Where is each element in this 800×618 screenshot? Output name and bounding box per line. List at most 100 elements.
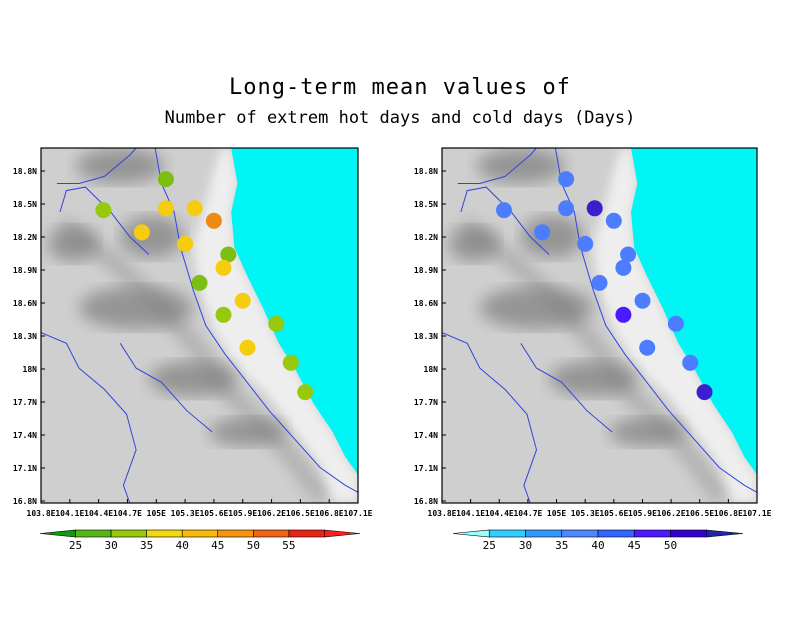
station-marker: [186, 200, 203, 217]
map-frame: [441, 147, 758, 504]
lat-tick-label: 16.8N: [414, 497, 438, 506]
station-marker: [215, 306, 232, 323]
lon-tick-label: 104.7E: [113, 509, 142, 518]
lon-tick-label: 105.9E: [228, 509, 257, 518]
station-marker: [620, 246, 637, 263]
lat-tick-label: 17.4N: [13, 431, 37, 440]
lon-tick-label: 104.4E: [485, 509, 514, 518]
lat-tick-label: 18.5N: [414, 200, 438, 209]
colorbar-swatch: [288, 529, 325, 538]
lat-tick-label: 18.9N: [414, 266, 438, 275]
station-marker: [639, 339, 656, 356]
sea-area: [231, 148, 358, 475]
lon-tick-label: 105.9E: [628, 509, 657, 518]
station-marker: [496, 202, 512, 219]
colorbar-label: 45: [211, 539, 224, 552]
station-marker: [205, 212, 222, 229]
colorbar-label: 30: [519, 539, 532, 552]
lat-tick-label: 18.5N: [13, 200, 37, 209]
colorbar-max-arrow: [324, 529, 361, 538]
colorbar-swatch: [670, 529, 708, 538]
coastal-plain: [593, 148, 757, 503]
lat-tick-label: 18N: [424, 365, 439, 374]
mountain-shade: [476, 148, 565, 184]
station-marker: [534, 224, 551, 241]
station-marker: [268, 315, 285, 332]
lat-tick-label: 18.3N: [13, 332, 37, 341]
station-marker: [682, 354, 699, 371]
station-marker: [191, 274, 208, 291]
lon-tick-label: 106.5E: [685, 509, 714, 518]
colorbar-swatch: [217, 529, 254, 538]
lat-tick-label: 17.1N: [13, 464, 37, 473]
mountain-shade: [120, 215, 184, 259]
lat-tick-label: 18.3N: [414, 332, 438, 341]
colorbar-label: 55: [282, 539, 295, 552]
colorbar-swatch: [75, 529, 112, 538]
lon-tick-label: 105.6E: [599, 509, 628, 518]
colorbar-min-arrow: [39, 529, 76, 538]
station-marker: [157, 200, 174, 217]
cold-days-map: 18.8N 18.5N 18.2N 18.9N 18.6N 18.3N 18N 17.7N 17…: [414, 147, 772, 518]
river-line: [56, 148, 137, 184]
colorbar-label: 45: [628, 539, 641, 552]
lat-tick-label: 18.2N: [414, 233, 438, 242]
station-marker: [282, 354, 299, 371]
colorbar-max-arrow: [706, 529, 744, 538]
lon-tick-label: 105.3E: [571, 509, 600, 518]
colorbar-label: 40: [176, 539, 189, 552]
lat-tick-label: 16.8N: [13, 497, 37, 506]
colorbar-label: 50: [664, 539, 677, 552]
colorbar-swatch: [181, 529, 219, 538]
lon-tick-label: 106.2E: [657, 509, 686, 518]
station-marker: [615, 259, 632, 276]
colorbar-label: 25: [483, 539, 496, 552]
colorbar-min-arrow: [452, 529, 490, 538]
lon-tick-label: 104.7E: [513, 509, 542, 518]
lat-tick-label: 18.6N: [414, 299, 438, 308]
hot-days-colorbar: 25 30 35 40 45 50 55: [39, 529, 361, 552]
map-plot-area: [442, 148, 757, 503]
station-marker: [297, 384, 314, 401]
colorbar-label: 35: [140, 539, 153, 552]
lon-tick-label: 105.3E: [171, 509, 200, 518]
lon-tick-label: 105E: [147, 509, 166, 518]
hot-days-map: 18.8N 18.5N 18.2N 18.9N 18.6N 18.3N 18N 17.7N 17…: [13, 147, 373, 518]
title-line-1: Long-term mean values of: [229, 75, 571, 100]
lat-tick-label: 17.7N: [414, 398, 438, 407]
lon-tick-label: 107.1E: [344, 509, 373, 518]
station-marker: [577, 235, 594, 252]
colorbar-swatch: [253, 529, 290, 538]
lon-tick-label: 104.1E: [55, 509, 84, 518]
station-marker: [591, 274, 608, 291]
colorbar-label: 30: [104, 539, 117, 552]
lat-tick-label: 18.8N: [13, 167, 37, 176]
lon-tick-label: 106.8E: [315, 509, 344, 518]
map-frame: [40, 147, 359, 504]
lon-tick-label: 106.8E: [714, 509, 743, 518]
lon-tick-label: 104.1E: [456, 509, 485, 518]
station-marker: [133, 224, 150, 241]
colorbar-label: 25: [69, 539, 82, 552]
lon-tick-label: 106.5E: [286, 509, 315, 518]
colorbar-label: 35: [555, 539, 568, 552]
station-marker: [615, 306, 632, 323]
lat-tick-label: 17.7N: [13, 398, 37, 407]
lat-tick-label: 18.9N: [13, 266, 37, 275]
river-line: [554, 148, 757, 493]
mountain-shade: [75, 148, 165, 184]
station-marker: [234, 292, 251, 309]
colorbar-label: 40: [591, 539, 604, 552]
lat-tick-label: 17.4N: [414, 431, 438, 440]
cold-days-colorbar: 25 30 35 40 45 50: [452, 529, 744, 552]
station-marker: [177, 235, 194, 252]
station-marker: [558, 171, 575, 188]
colorbar-swatch: [146, 529, 183, 538]
sea-area: [631, 148, 757, 475]
colorbar-swatch: [488, 529, 526, 538]
river-line: [457, 148, 537, 184]
colorbar-swatch: [633, 529, 671, 538]
station-marker: [239, 339, 256, 356]
lon-tick-label: 104.4E: [84, 509, 113, 518]
